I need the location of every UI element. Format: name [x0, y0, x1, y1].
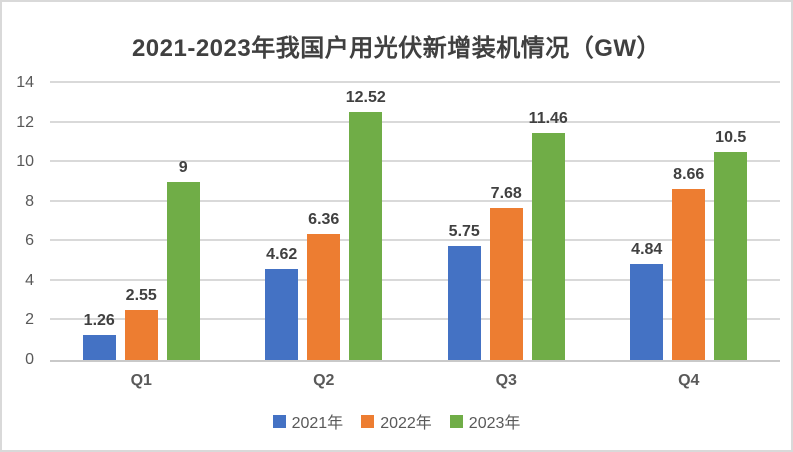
legend: 2021年 2022年 2023年: [2, 409, 791, 433]
y-tick-label: 12: [16, 113, 34, 131]
data-label-2023年-Q1: 9: [178, 158, 188, 176]
plot-area: 1.26 2.55 9 Q1 4.62 6.36 12.52 Q2 5.75 7.68 11.46 Q…: [50, 81, 780, 389]
data-label-2022年-Q1: 2.55: [125, 286, 157, 304]
x-axis-label-Q2: Q2: [313, 372, 335, 389]
bar-2022年-Q3: [489, 208, 523, 360]
gridline: [50, 239, 780, 242]
data-label-2021年-Q3: 5.75: [448, 223, 480, 241]
bar-2021年-Q3: [447, 246, 481, 360]
legend-swatch-icon: [361, 414, 375, 428]
bar-2022年-Q4: [672, 188, 706, 360]
bar-2023年-Q4: [714, 152, 748, 360]
data-label-2022年-Q4: 8.66: [673, 165, 705, 183]
bar-2023年-Q1: [166, 181, 200, 360]
legend-swatch-icon: [449, 414, 463, 428]
legend-swatch-icon: [272, 414, 286, 428]
data-label-2022年-Q3: 7.68: [490, 185, 522, 203]
bar-2022年-Q1: [124, 309, 158, 360]
bar-2022年-Q2: [307, 234, 341, 360]
gridline: [50, 278, 780, 281]
gridline: [50, 318, 780, 321]
y-tick-label: 8: [25, 192, 34, 210]
data-label-2023年-Q3: 11.46: [528, 110, 568, 128]
data-label-2021年-Q4: 4.84: [631, 241, 663, 259]
y-tick-label: 10: [16, 153, 34, 171]
y-axis-labels: 0 2 4 6 8 10 12 14: [2, 74, 40, 368]
bar-2021年-Q4: [630, 264, 664, 360]
bar-2021年-Q1: [82, 335, 116, 360]
x-axis-label-Q4: Q4: [678, 372, 700, 389]
data-label-2021年-Q2: 4.62: [266, 245, 298, 263]
y-tick-label: 0: [25, 351, 34, 368]
gridline: [50, 160, 780, 163]
legend-item-2022年: 2022年: [361, 409, 432, 433]
y-tick-label: 14: [16, 74, 34, 91]
x-axis-label-Q3: Q3: [495, 372, 517, 389]
y-tick-label: 2: [25, 311, 34, 329]
legend-label: 2023年: [468, 415, 521, 432]
data-label-2021年-Q1: 1.26: [83, 312, 115, 330]
data-label-2022年-Q2: 6.36: [308, 211, 340, 229]
legend-item-2021年: 2021年: [272, 409, 344, 433]
gridline: [50, 199, 780, 202]
chart-title: 2021-2023年我国户用光伏新增装机情况（GW）: [131, 35, 662, 62]
legend-label: 2021年: [291, 415, 344, 432]
data-label-2023年-Q4: 10.5: [715, 129, 747, 147]
gridline: [50, 120, 780, 123]
bar-2023年-Q3: [531, 133, 565, 360]
bar-2023年-Q2: [349, 112, 383, 360]
legend-label: 2022年: [380, 415, 432, 432]
data-label-2023年-Q2: 12.52: [345, 89, 386, 107]
legend-item-2023年: 2023年: [449, 409, 521, 433]
gridline: [50, 81, 780, 83]
bar-2021年-Q2: [265, 268, 299, 360]
y-tick-label: 4: [25, 271, 34, 289]
x-axis-label-Q1: Q1: [130, 372, 152, 389]
y-tick-label: 6: [25, 232, 34, 250]
